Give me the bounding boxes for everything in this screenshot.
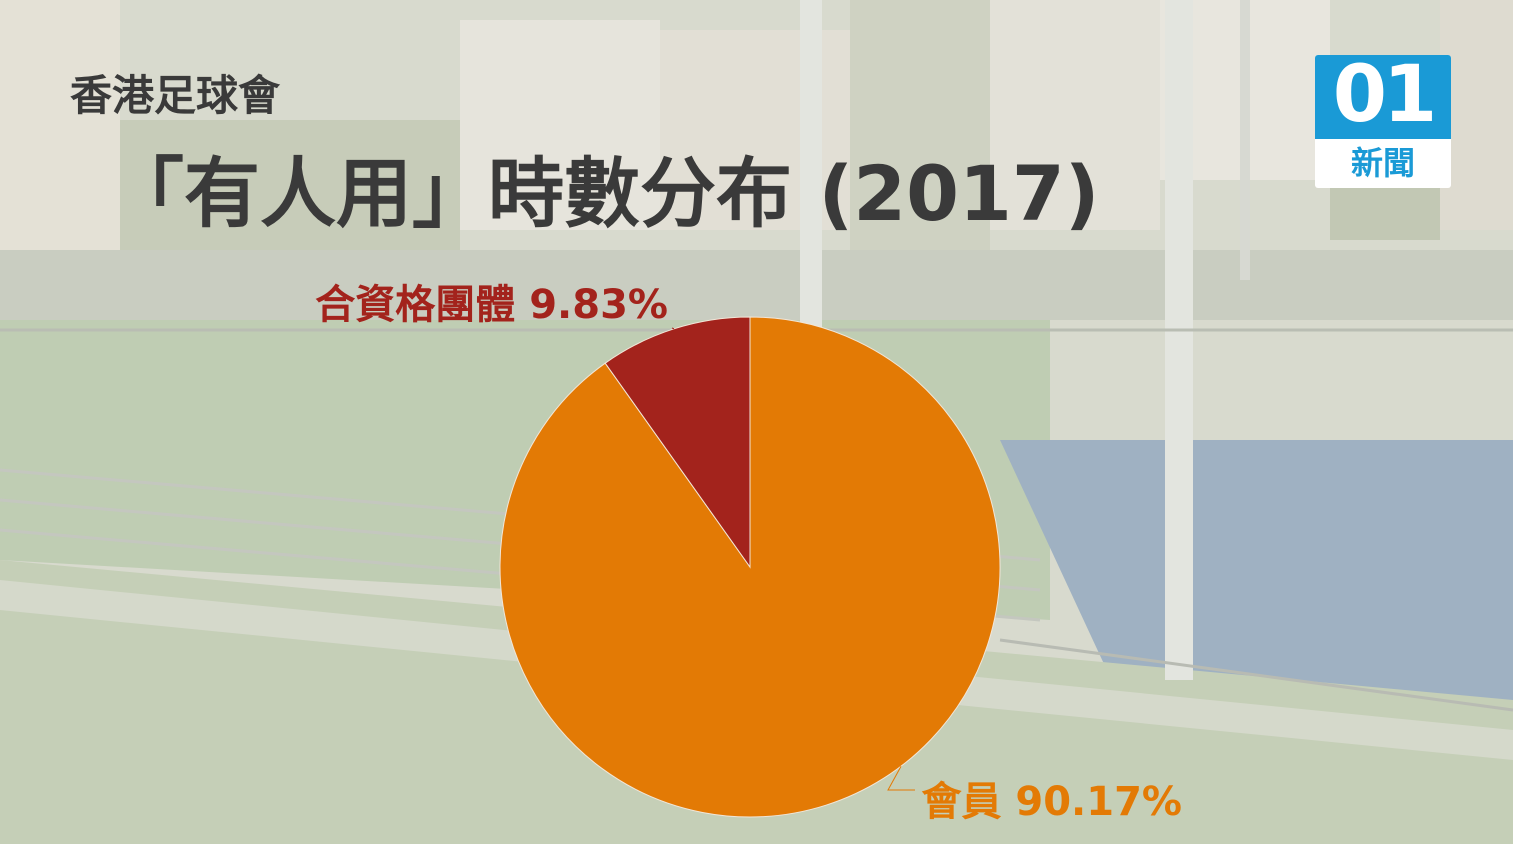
leader-line-group	[671, 327, 675, 330]
chart-subtitle: 香港足球會	[70, 71, 281, 120]
logo-blue-block	[1315, 55, 1451, 139]
chart-title: 「有人用」時數分布 (2017)	[108, 149, 1100, 238]
leader-line-member	[887, 765, 915, 791]
data-label-member: 會員 90.17%	[921, 779, 1182, 825]
hk01-logo: 01 新聞	[1315, 55, 1451, 188]
data-label-group: 合資格團體 9.83%	[315, 282, 668, 328]
logo-number: 01	[1332, 55, 1438, 140]
logo-text: 新聞	[1350, 144, 1415, 182]
